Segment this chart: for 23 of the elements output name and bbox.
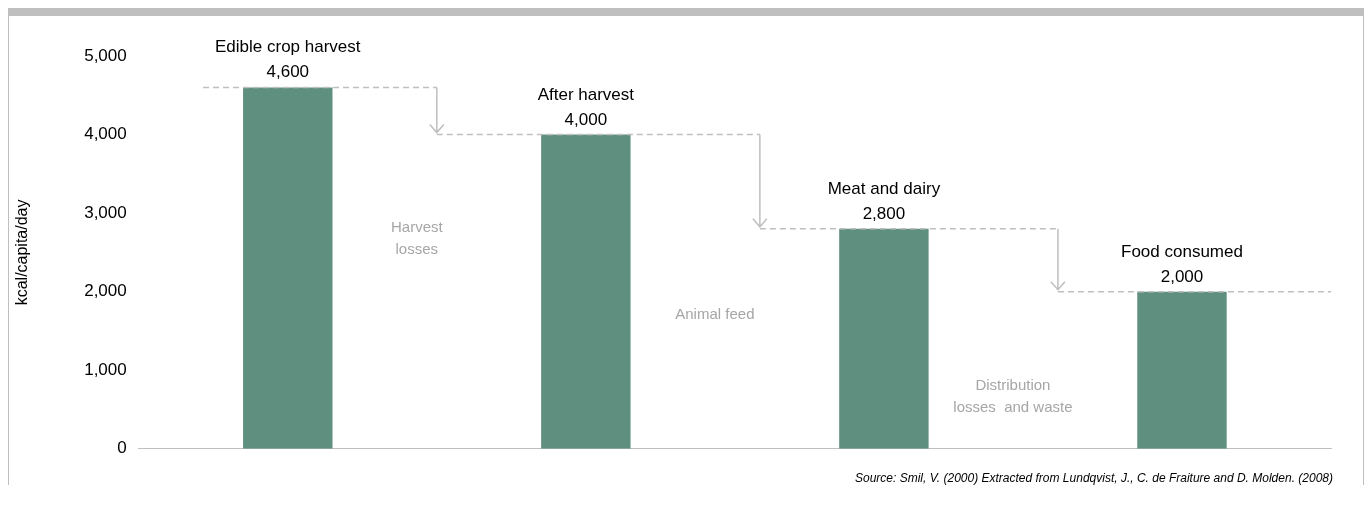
y-tick-label: 3,000 — [84, 202, 127, 222]
data-label: 4,600 — [266, 62, 310, 82]
y-tick-label: 0 — [117, 438, 127, 458]
annotation: Harvest losses — [390, 217, 444, 257]
bar — [541, 134, 631, 449]
data-label: 2,000 — [1160, 266, 1204, 286]
annotation: Animal feed — [675, 304, 755, 322]
x-tick-label: Food consumed — [1121, 241, 1243, 261]
bar — [839, 228, 929, 449]
y-tick-label: 2,000 — [84, 281, 127, 301]
x-tick-label: Meat and dairy — [827, 178, 941, 198]
annotation: Distribution losses and waste — [953, 376, 1073, 416]
bar — [1137, 291, 1227, 449]
y-tick-label: 1,000 — [84, 359, 127, 379]
y-tick-label: 5,000 — [84, 45, 127, 65]
bar — [243, 87, 333, 449]
x-tick-label: Edible crop harvest — [215, 37, 361, 57]
data-label: 2,800 — [862, 203, 906, 223]
data-label: 4,000 — [564, 109, 608, 129]
x-tick-label: After harvest — [537, 84, 635, 104]
source-note: Source: Smil, V. (2000) Extracted from Lundqvist, J., C. de Fraiture and D. Molden. (2008) — [854, 471, 1334, 485]
y-axis-title: kcal/capita/day — [13, 199, 31, 306]
y-tick-label: 4,000 — [84, 124, 127, 144]
